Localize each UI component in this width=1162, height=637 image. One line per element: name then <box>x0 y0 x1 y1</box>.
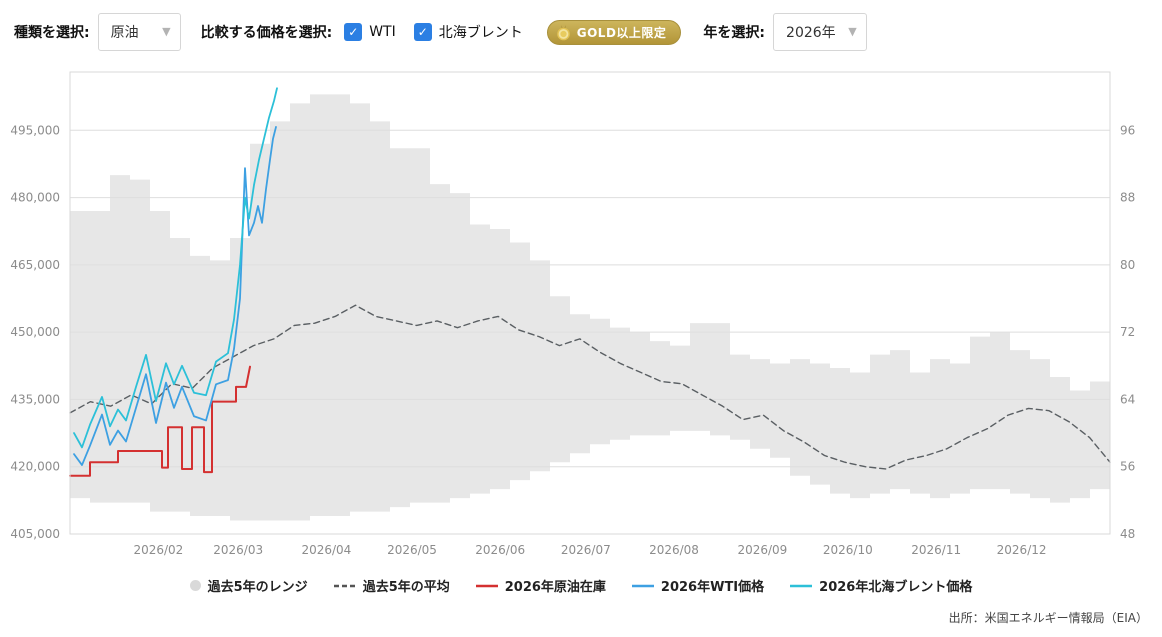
legend-line-marker <box>475 584 498 587</box>
series-line <box>69 365 251 477</box>
y-axis-left-tick-label: 435,000 <box>10 392 60 406</box>
y-axis-right-tick-label: 80 <box>1120 258 1135 272</box>
x-axis-tick-label: 2026/05 <box>387 543 437 557</box>
y-axis-right-tick-label: 56 <box>1120 460 1135 474</box>
x-axis-tick-label: 2026/11 <box>911 543 961 557</box>
compare-price-label: 比較する価格を選択: <box>200 25 333 41</box>
x-axis-tick-label: 2026/03 <box>213 543 263 557</box>
legend-item-2[interactable]: 2026年原油在庫 <box>475 576 606 595</box>
x-axis-tick-label: 2026/12 <box>997 543 1047 557</box>
year-select[interactable]: 2026年 ▼ <box>773 13 867 51</box>
legend-label: 2026年原油在庫 <box>504 580 606 595</box>
checkbox-brent[interactable]: ✓ 北海ブレント <box>413 22 523 42</box>
legend-label: 2026年北海ブレント価格 <box>819 580 973 595</box>
y-axis-left-tick-label: 450,000 <box>10 325 60 339</box>
source-note: 出所：米国エネルギー情報局（EIA） <box>948 611 1148 625</box>
checkbox-checked-icon: ✓ <box>344 23 363 41</box>
chevron-down-icon: ▼ <box>162 25 171 39</box>
range-band <box>70 94 1110 521</box>
y-axis-right-tick-label: 72 <box>1120 325 1135 339</box>
legend-item-1[interactable]: 過去5年の平均 <box>333 576 450 595</box>
legend: 過去5年のレンジ 過去5年の平均 2026年原油在庫 2026年WTI価格 2026年北… <box>0 576 1162 595</box>
legend-label: 過去5年の平均 <box>362 580 450 595</box>
legend-item-0[interactable]: 過去5年のレンジ <box>189 576 308 595</box>
chart-area: 405,000 420,000 435,000 450,000 465,000 480,0… <box>0 62 1162 571</box>
series-line <box>69 304 1111 470</box>
legend-dashed-marker <box>333 584 356 587</box>
gold-badge: GOLD以上限定 <box>546 19 682 45</box>
checkbox-wti-label: WTI <box>369 24 396 40</box>
x-axis-tick-label: 2026/02 <box>133 543 183 557</box>
legend-line-marker <box>790 584 813 587</box>
x-axis-tick-label: 2026/10 <box>823 543 873 557</box>
checkbox-checked-icon: ✓ <box>413 23 432 41</box>
y-axis-left-tick-label: 405,000 <box>10 527 60 541</box>
type-select[interactable]: 原油 ▼ <box>97 13 181 51</box>
chevron-down-icon: ▼ <box>848 25 857 39</box>
inventory-price-chart: 405,000 420,000 435,000 450,000 465,000 480,0… <box>10 71 1135 557</box>
x-axis-tick-label: 2026/07 <box>561 543 611 557</box>
x-axis-tick-label: 2026/08 <box>649 543 699 557</box>
y-axis-right-tick-label: 48 <box>1120 527 1135 541</box>
y-axis-left-tick-label: 480,000 <box>10 191 60 205</box>
legend-label: 2026年WTI価格 <box>660 580 765 595</box>
checkbox-wti[interactable]: ✓ WTI <box>344 23 396 41</box>
y-axis-right-tick-label: 88 <box>1120 191 1135 205</box>
legend-line-marker <box>631 584 654 587</box>
series-line <box>73 87 278 449</box>
year-select-value: 2026年 <box>786 25 836 41</box>
x-axis-tick-label: 2026/04 <box>301 543 351 557</box>
y-axis-right-tick-label: 64 <box>1120 392 1135 406</box>
medal-icon <box>556 24 570 40</box>
y-axis-right-tick-label: 96 <box>1120 123 1135 137</box>
legend-range-marker <box>189 580 201 591</box>
y-axis-left-tick-label: 465,000 <box>10 258 60 272</box>
gold-badge-label: GOLD以上限定 <box>576 25 667 40</box>
y-axis-left-tick-label: 420,000 <box>10 460 60 474</box>
series-line <box>73 126 277 466</box>
type-select-label: 種類を選択: <box>14 25 90 41</box>
year-select-label: 年を選択: <box>703 25 766 41</box>
toolbar: 種類を選択: 原油 ▼ 比較する価格を選択: ✓ WTI ✓ 北海ブレント GO… <box>0 10 1162 54</box>
x-axis-tick-label: 2026/09 <box>737 543 787 557</box>
checkbox-brent-label: 北海ブレント <box>438 25 523 41</box>
plot-border <box>69 71 1111 535</box>
legend-label: 過去5年のレンジ <box>207 580 308 595</box>
x-axis-tick-label: 2026/06 <box>475 543 525 557</box>
type-select-value: 原油 <box>110 25 139 41</box>
y-axis-left-tick-label: 495,000 <box>10 123 60 137</box>
legend-item-4[interactable]: 2026年北海ブレント価格 <box>790 576 972 595</box>
legend-item-3[interactable]: 2026年WTI価格 <box>631 576 765 595</box>
